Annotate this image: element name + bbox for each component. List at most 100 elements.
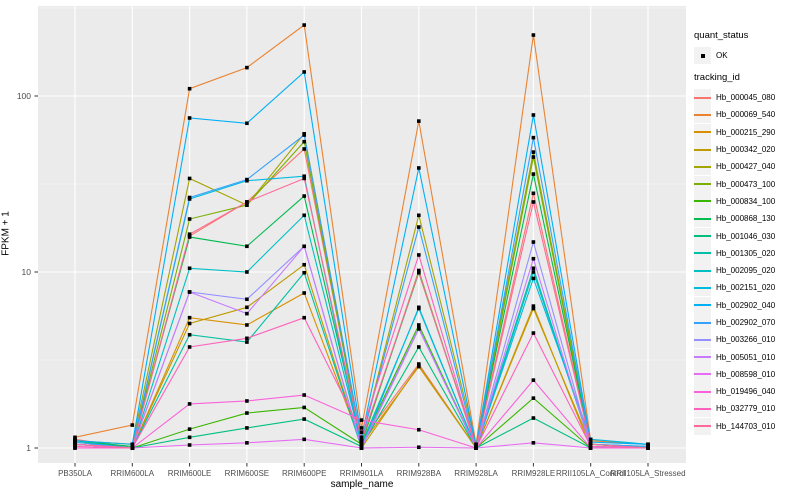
legend-quant-status: quant_status OK	[694, 30, 749, 65]
x-tick-label: RRIM600SE	[225, 469, 269, 478]
legend-key-line-icon	[694, 373, 711, 376]
legend-title-quant-status: quant_status	[694, 30, 749, 41]
x-tick-label: RRIM901LA	[340, 469, 384, 478]
legend-item-label: Hb_000069_540	[716, 110, 776, 120]
legend-key-line-icon	[694, 200, 711, 203]
legend-item-label: Hb_008598_010	[716, 369, 776, 379]
legend-item-label: Hb_000045_080	[716, 93, 776, 103]
legend-key-line-icon	[694, 304, 711, 307]
legend-item: Hb_002151_020	[694, 279, 776, 297]
legend-item: Hb_000834_100	[694, 192, 776, 210]
legend-key-box	[694, 400, 711, 418]
legend-item-label: Hb_001305_020	[716, 248, 776, 258]
legend-key-line-icon	[694, 148, 711, 151]
legend-key-line-icon	[694, 286, 711, 289]
legend-item: Hb_002095_020	[694, 262, 776, 280]
legend-item: Hb_001305_020	[694, 244, 776, 262]
legend-item-label: Hb_000215_290	[716, 127, 776, 137]
legend-item: Hb_000473_100	[694, 175, 776, 193]
legend-key-box	[694, 262, 711, 280]
legend-item-label: Hb_005051_010	[716, 352, 776, 362]
legend-item: Hb_000045_080	[694, 89, 776, 107]
x-tick-label: RRIM600LA	[111, 469, 155, 478]
legend-item-ok: OK	[694, 47, 748, 65]
legend-item: Hb_000215_290	[694, 123, 776, 141]
legend-item: Hb_000427_040	[694, 158, 776, 176]
legend-item: Hb_001046_030	[694, 227, 776, 245]
legend-item: Hb_000868_130	[694, 210, 776, 228]
legend-key-line-icon	[694, 269, 711, 272]
legend-key-box	[694, 158, 711, 176]
legend-item: Hb_000342_020	[694, 141, 776, 159]
x-tick-label: RRIM928LA	[454, 469, 498, 478]
legend-key-line-icon	[694, 113, 711, 116]
legend-key-box	[694, 383, 711, 401]
legend-item-label: Hb_002902_040	[716, 300, 776, 310]
legend-tracking-items: Hb_000045_080 Hb_000069_540 Hb_000215_290 H…	[694, 89, 775, 435]
x-tick-label: PB350LA	[58, 469, 92, 478]
legend-item-label: Hb_032779_010	[716, 404, 776, 414]
legend-key-box	[694, 89, 711, 107]
legend-key-box	[694, 227, 711, 245]
legend-item-label: Hb_000473_100	[716, 179, 776, 189]
legend-key-line-icon	[694, 217, 711, 220]
legend-item-label: OK	[716, 51, 728, 61]
legend-item-label: Hb_002902_070	[716, 318, 776, 327]
legend-key-box	[694, 417, 711, 435]
legend-item: Hb_003266_010	[694, 331, 776, 349]
x-tick-label: RRII105LA_Stressed	[610, 469, 685, 478]
legend-key-box	[694, 175, 711, 193]
legend-item: Hb_144703_010	[694, 417, 776, 435]
x-tick-label: RRII105LA_Control	[556, 469, 626, 478]
y-axis-title: FPKM + 1	[0, 211, 12, 256]
x-axis-title: sample_name	[330, 479, 394, 490]
legend-item-label: Hb_000342_020	[716, 145, 776, 155]
legend-key-line-icon	[694, 425, 711, 428]
legend-key-box	[694, 106, 711, 124]
x-tick-label: RRIM928LE	[512, 469, 556, 478]
legend-title-tracking-id: tracking_id	[694, 72, 740, 83]
x-tick-label: RRIM600LE	[168, 469, 212, 478]
y-tick-label: 1	[26, 443, 31, 453]
legend-item: Hb_002902_040	[694, 296, 776, 314]
legend-key-box	[694, 296, 711, 314]
legend-item-label: Hb_000868_130	[716, 214, 776, 224]
legend-key-box	[694, 123, 711, 141]
legend-key-line-icon	[694, 390, 711, 393]
legend-key-line-icon	[694, 252, 711, 255]
legend-key-line-icon	[694, 356, 711, 359]
legend-key-box	[694, 141, 711, 159]
legend-key-line-icon	[694, 183, 711, 186]
x-tick-label: RRIM600PE	[282, 469, 326, 478]
legend-key-box	[694, 365, 711, 383]
legend-item-label: Hb_144703_010	[716, 421, 776, 431]
legend-key-line-icon	[694, 338, 711, 341]
legend-tracking-id: tracking_id Hb_000045_080 Hb_000069_540 Hb…	[694, 72, 775, 435]
point-icon	[700, 53, 705, 58]
legend-item-label: Hb_000834_100	[716, 196, 776, 206]
legend-item: Hb_005051_010	[694, 348, 776, 366]
legend-item-label: Hb_002151_020	[716, 283, 776, 293]
legend-key-box	[694, 279, 711, 297]
legend-key-line-icon	[694, 131, 711, 134]
legend-key-box	[694, 210, 711, 228]
legend: quant_status OK tracking_id Hb_000045_08…	[694, 0, 800, 500]
legend-key-box	[694, 192, 711, 210]
legend-item-label: Hb_001046_030	[716, 231, 776, 241]
legend-key-box	[694, 348, 711, 366]
legend-item-label: Hb_002095_020	[716, 266, 776, 276]
y-tick-label: 10	[22, 267, 32, 277]
legend-key-box	[694, 314, 711, 331]
legend-item-label: Hb_000427_040	[716, 162, 776, 172]
legend-key-line-icon	[694, 165, 711, 168]
legend-item-label: Hb_003266_010	[716, 335, 776, 345]
legend-key-line-icon	[694, 235, 711, 238]
legend-key-line-icon	[694, 321, 711, 324]
legend-item-label: Hb_019496_040	[716, 387, 776, 397]
legend-key-line-icon	[694, 96, 711, 99]
legend-key-box	[694, 47, 711, 65]
legend-key-box	[694, 244, 711, 262]
legend-key-line-icon	[694, 407, 711, 410]
